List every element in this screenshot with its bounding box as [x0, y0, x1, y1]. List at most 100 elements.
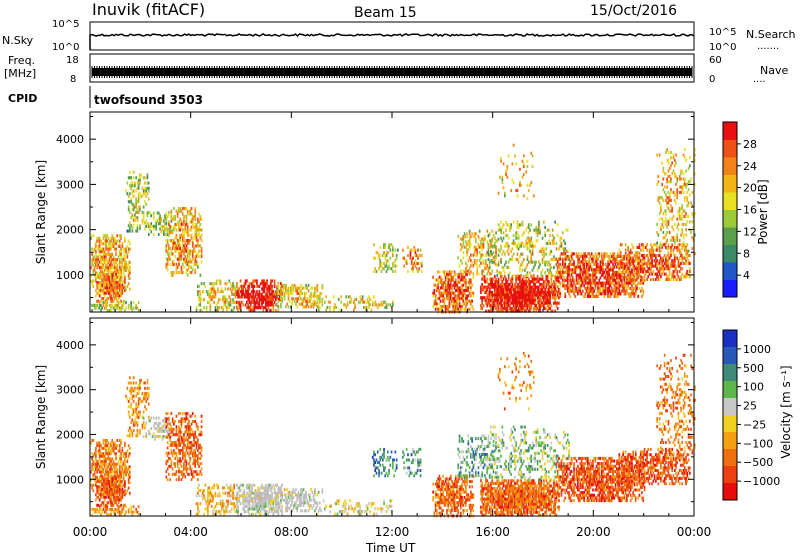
- power-cell: [554, 309, 556, 313]
- power-cell: [183, 249, 185, 253]
- power-cell: [568, 292, 570, 296]
- power-cell: [228, 300, 231, 304]
- power-cell: [670, 180, 672, 184]
- power-cell: [534, 306, 536, 310]
- power-cell: [258, 290, 261, 294]
- power-cell: [675, 182, 677, 186]
- power-cell: [687, 249, 690, 253]
- power-cell: [384, 300, 387, 304]
- power-cell: [462, 294, 465, 298]
- power-cell: [682, 172, 685, 176]
- power-cell: [385, 305, 388, 309]
- power-cell: [538, 304, 540, 308]
- power-cell: [496, 298, 499, 302]
- power-cell: [432, 294, 434, 298]
- power-cell: [199, 273, 202, 277]
- power-cell: [433, 291, 436, 295]
- power-cell: [623, 257, 626, 261]
- power-cell: [438, 302, 441, 306]
- power-cell: [560, 252, 563, 256]
- power-cell: [441, 286, 443, 290]
- power-cell: [146, 222, 149, 226]
- power-cell: [93, 268, 96, 272]
- power-cell: [103, 283, 106, 287]
- power-cell: [461, 278, 463, 282]
- power-cell: [548, 228, 550, 232]
- velocity-cell: [115, 446, 117, 450]
- power-cell: [166, 252, 169, 256]
- power-cell: [535, 277, 538, 281]
- power-cell: [667, 174, 670, 178]
- power-cell: [459, 286, 462, 290]
- power-cell: [689, 156, 691, 160]
- power-cell: [185, 231, 188, 235]
- power-cell: [683, 214, 686, 218]
- power-cell: [678, 214, 681, 218]
- power-cell: [527, 285, 530, 289]
- power-cell: [180, 209, 183, 213]
- power-cell: [643, 267, 646, 271]
- power-cell: [671, 259, 673, 263]
- velocity-cell: [91, 468, 93, 471]
- power-cell: [136, 229, 139, 233]
- power-cell: [584, 252, 587, 256]
- power-cell: [500, 220, 502, 224]
- velocity-cell: [97, 452, 100, 456]
- power-cell: [661, 161, 663, 165]
- power-cell: [673, 164, 676, 168]
- velocity-cell: [91, 465, 93, 469]
- power-cell: [570, 257, 573, 261]
- power-cell: [543, 247, 545, 251]
- power-cell: [319, 291, 321, 295]
- power-cell: [492, 256, 495, 260]
- power-cell: [273, 279, 276, 283]
- power-cell: [132, 184, 135, 188]
- power-cell: [642, 269, 645, 273]
- power-cell: [671, 264, 673, 268]
- velocity-cell: [96, 470, 98, 474]
- power-cell: [112, 255, 115, 259]
- power-cell: [553, 285, 555, 289]
- power-cell: [392, 264, 394, 268]
- power-cell: [525, 296, 528, 300]
- power-cell: [628, 251, 631, 255]
- power-cell: [438, 270, 441, 274]
- power-cell: [685, 261, 687, 265]
- power-cell: [510, 225, 512, 229]
- power-cell: [583, 254, 585, 258]
- power-cell: [619, 254, 622, 258]
- power-cell: [383, 300, 385, 304]
- power-cell: [624, 243, 627, 247]
- velocity-cell: [97, 489, 100, 493]
- power-cell: [267, 295, 270, 299]
- power-cell: [321, 299, 324, 303]
- power-cell: [249, 300, 252, 304]
- velocity-cell: [93, 470, 96, 474]
- power-cell: [595, 268, 598, 272]
- power-cell: [458, 273, 461, 277]
- power-cell: [107, 268, 110, 272]
- power-cell: [98, 252, 101, 256]
- power-cell: [526, 301, 529, 305]
- power-cell: [253, 308, 256, 312]
- power-cell: [277, 291, 280, 295]
- power-cell: [108, 291, 111, 295]
- power-cell: [98, 242, 101, 246]
- power-cell: [587, 284, 589, 288]
- power-cell: [597, 286, 599, 290]
- power-cell: [585, 265, 588, 269]
- power-cell: [490, 249, 492, 253]
- power-cell: [655, 261, 657, 265]
- power-cell: [585, 278, 588, 282]
- power-cell: [102, 258, 105, 262]
- power-cell: [315, 286, 317, 290]
- power-cell: [666, 230, 668, 234]
- power-cell: [272, 298, 275, 302]
- power-cell: [268, 308, 271, 312]
- power-cell: [242, 290, 244, 294]
- power-cell: [444, 291, 447, 295]
- power-cell: [580, 278, 583, 282]
- power-cell: [676, 236, 679, 240]
- power-cell: [178, 257, 180, 261]
- power-cell: [247, 303, 249, 307]
